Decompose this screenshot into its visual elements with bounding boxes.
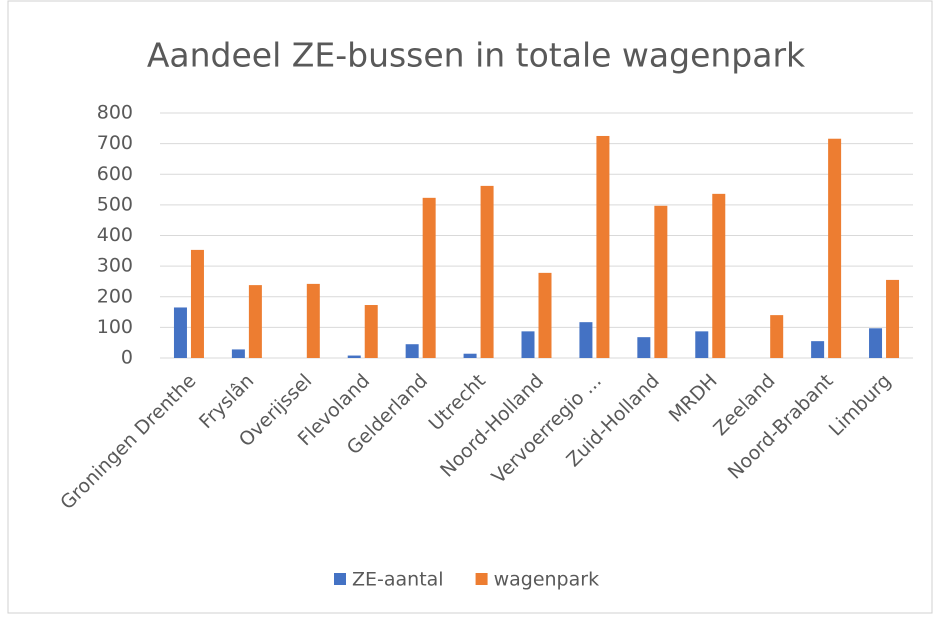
y-tick-label: 0 (121, 347, 133, 369)
bar (579, 322, 593, 358)
bar (422, 197, 436, 358)
y-tick-label: 400 (97, 224, 133, 246)
legend-marker (475, 573, 488, 585)
bar (405, 344, 419, 358)
bar (364, 305, 378, 358)
legend-label: ZE-aantal (352, 569, 444, 591)
bar (886, 279, 900, 358)
y-tick-label: 300 (97, 255, 133, 277)
bar (596, 135, 610, 358)
bar (712, 193, 726, 358)
bar (869, 328, 883, 358)
bar (306, 283, 320, 358)
y-tick-label: 700 (97, 132, 133, 154)
bar (480, 185, 494, 358)
bar (695, 331, 709, 358)
y-tick-label: 100 (97, 316, 133, 338)
bar (811, 341, 825, 358)
bar (190, 249, 204, 358)
chart-border (7, 0, 933, 614)
legend-marker (334, 573, 346, 585)
bar (463, 353, 477, 358)
bar (538, 272, 552, 358)
y-tick-label: 600 (97, 163, 133, 185)
chart-title: Aandeel ZE-bussen in totale wagenpark (147, 36, 806, 75)
bar (173, 307, 187, 358)
bar (521, 331, 535, 358)
bar (654, 205, 668, 358)
bar (231, 349, 245, 358)
bar (347, 355, 361, 358)
y-tick-label: 200 (97, 285, 133, 307)
y-tick-label: 800 (97, 102, 133, 124)
y-tick-label: 500 (97, 193, 133, 215)
bar (637, 337, 651, 358)
bar (828, 138, 842, 358)
legend-label: wagenpark (494, 569, 600, 591)
bar (248, 285, 262, 358)
bar (770, 315, 784, 358)
